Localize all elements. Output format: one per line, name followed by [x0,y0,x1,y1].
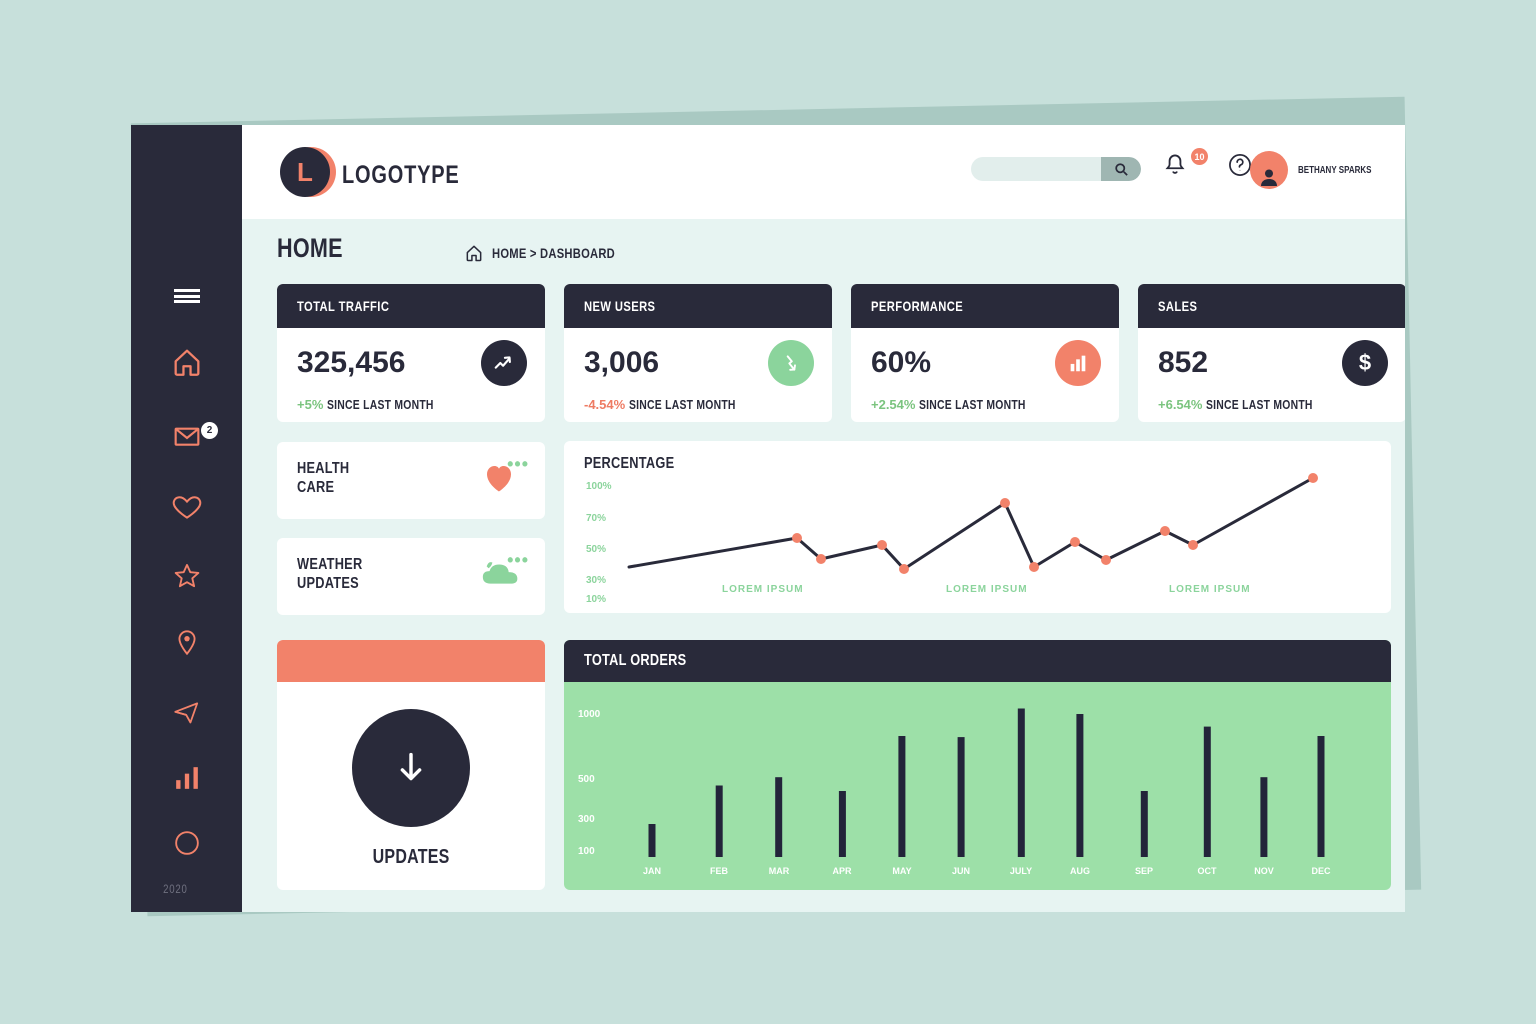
svg-text:1000: 1000 [578,709,601,720]
svg-text:MAY: MAY [892,866,911,876]
svg-text:SEP: SEP [1135,866,1153,876]
svg-text:10%: 10% [586,594,606,605]
svg-text:50%: 50% [586,544,606,555]
svg-text:LOREM IPSUM: LOREM IPSUM [946,584,1028,595]
svg-text:MAR: MAR [769,866,790,876]
svg-text:JUN: JUN [952,866,970,876]
svg-text:100%: 100% [586,481,612,492]
svg-text:300: 300 [578,814,595,825]
svg-text:NOV: NOV [1254,866,1274,876]
svg-text:OCT: OCT [1198,866,1218,876]
svg-text:APR: APR [832,866,852,876]
svg-text:70%: 70% [586,513,606,524]
svg-text:30%: 30% [586,575,606,586]
svg-text:FEB: FEB [710,866,729,876]
svg-text:LOREM IPSUM: LOREM IPSUM [1169,584,1251,595]
svg-text:500: 500 [578,774,595,785]
svg-text:DEC: DEC [1311,866,1331,876]
svg-text:LOREM IPSUM: LOREM IPSUM [722,584,804,595]
svg-text:JULY: JULY [1010,866,1032,876]
svg-text:JAN: JAN [643,866,661,876]
svg-text:AUG: AUG [1070,866,1090,876]
svg-text:100: 100 [578,846,595,857]
